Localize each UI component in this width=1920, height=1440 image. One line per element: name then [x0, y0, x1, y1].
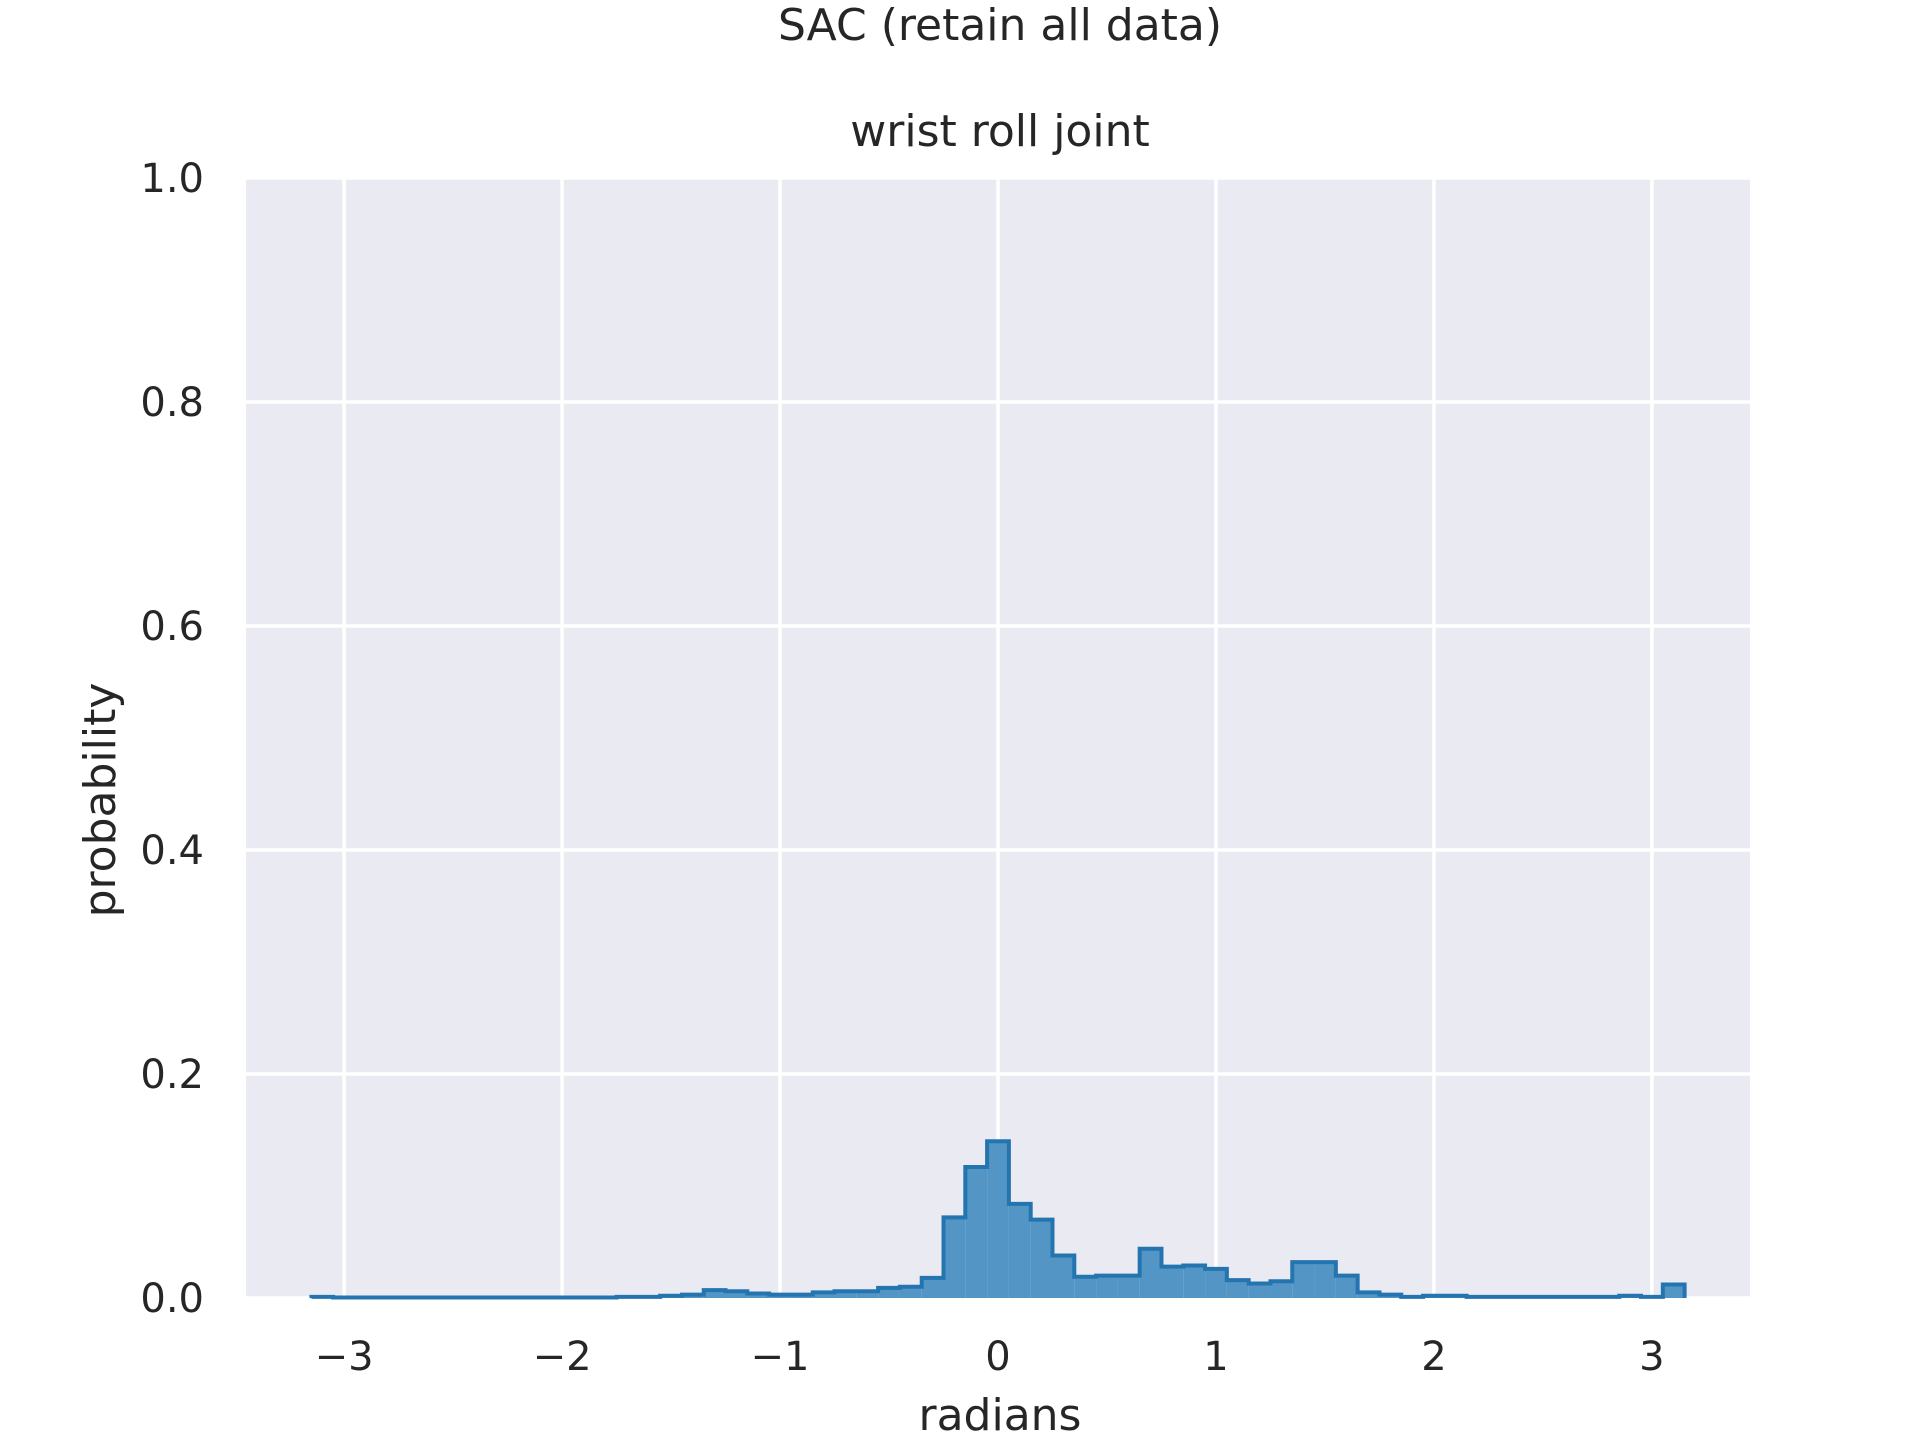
histogram-bar — [921, 1277, 944, 1298]
histogram-bar — [834, 1291, 857, 1298]
histogram-outline — [309, 1139, 1687, 1300]
histogram-bar — [987, 1141, 1009, 1298]
histogram-bar — [1292, 1262, 1315, 1298]
y-tick-label: 1.0 — [140, 156, 204, 202]
histogram-bar — [812, 1292, 835, 1298]
histogram-bar — [1139, 1248, 1162, 1298]
histogram-bar — [1314, 1262, 1336, 1298]
histogram-bar — [899, 1286, 922, 1298]
histogram-bar — [1270, 1281, 1293, 1298]
y-tick-label: 0.8 — [140, 380, 204, 426]
y-tick-labels: 0.0 0.2 0.4 0.6 0.8 1.0 — [140, 156, 204, 1322]
histogram-bar — [1052, 1255, 1075, 1298]
x-tick-label: 3 — [1639, 1334, 1664, 1380]
x-tick-label: 1 — [1203, 1334, 1228, 1380]
y-tick-label: 0.0 — [140, 1276, 204, 1322]
x-tick-label: −3 — [315, 1334, 374, 1380]
chart-title: wrist roll joint — [850, 106, 1149, 157]
x-tick-label: 0 — [985, 1334, 1010, 1380]
x-tick-label: −1 — [751, 1334, 810, 1380]
histogram-bar — [703, 1290, 726, 1298]
histogram-bar — [856, 1291, 879, 1298]
histogram-bar — [1205, 1268, 1227, 1298]
histogram-bar — [1074, 1276, 1097, 1298]
histogram-bar — [1248, 1283, 1271, 1298]
y-axis-label: probability — [75, 683, 126, 918]
y-tick-label: 0.2 — [140, 1052, 204, 1098]
histogram-bar — [1662, 1284, 1685, 1298]
histogram-bar — [725, 1291, 748, 1298]
x-tick-labels: −3 −2 −1 0 1 2 3 — [315, 1334, 1665, 1380]
histogram-bar — [1226, 1280, 1249, 1298]
histogram-bar — [965, 1166, 988, 1298]
x-tick-label: 2 — [1421, 1334, 1446, 1380]
histogram-bar — [1030, 1219, 1053, 1298]
histogram-bar — [747, 1293, 770, 1298]
histogram-bar — [1008, 1203, 1031, 1298]
y-tick-label: 0.6 — [140, 604, 204, 650]
histogram-bar — [943, 1217, 966, 1298]
y-tick-label: 0.4 — [140, 828, 204, 874]
histogram-bar — [1357, 1292, 1380, 1298]
histogram-bar — [1335, 1275, 1358, 1298]
x-axis-label: radians — [919, 1390, 1082, 1440]
histogram-bar — [1183, 1265, 1206, 1298]
histogram-bar — [1117, 1275, 1140, 1298]
histogram-bar — [1096, 1275, 1118, 1298]
histogram-bar — [1161, 1266, 1184, 1298]
chart-suptitle: SAC (retain all data) — [778, 0, 1222, 51]
x-tick-label: −2 — [533, 1334, 592, 1380]
histogram-bar — [878, 1287, 900, 1298]
